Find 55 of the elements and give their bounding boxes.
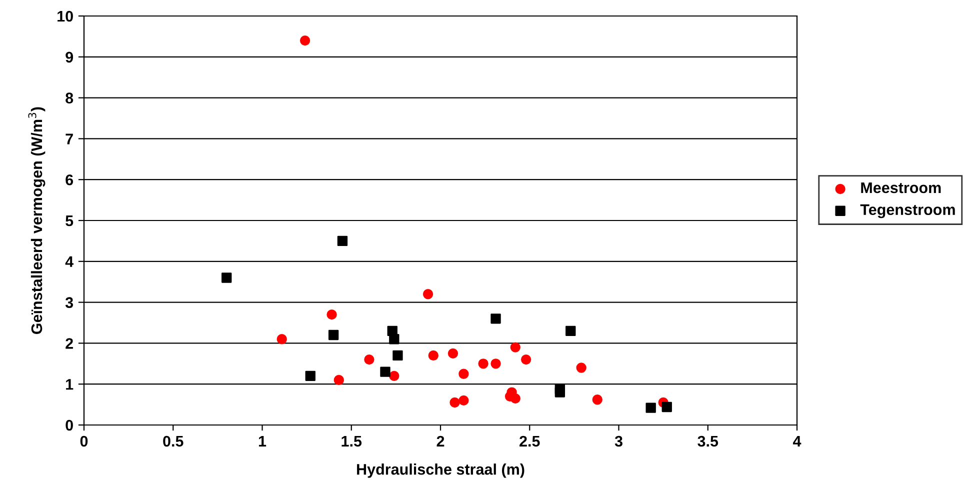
point (592, 394, 602, 405)
x-tick-label: 1 (258, 436, 266, 446)
point (380, 366, 390, 377)
x-tick-label: 0.5 (163, 436, 184, 447)
x-tick-label: 2.5 (520, 436, 540, 447)
point (276, 334, 287, 344)
legend-label: Meestroom (861, 182, 941, 194)
y-tick-label: 2 (66, 338, 73, 349)
point (448, 348, 458, 359)
point (326, 309, 337, 320)
y-tick-label: 10 (58, 10, 73, 22)
point (337, 236, 348, 246)
point (450, 397, 460, 408)
point (478, 358, 488, 369)
point (334, 374, 344, 386)
point (576, 362, 586, 373)
y-tick-label: 9 (66, 52, 74, 63)
point (458, 395, 469, 406)
y-tick-label: 1 (66, 379, 74, 390)
point (428, 350, 438, 361)
point (392, 350, 403, 361)
y-tick-label: 6 (66, 174, 74, 186)
point (520, 354, 532, 365)
y-tick-label: 8 (66, 92, 74, 104)
point (300, 35, 310, 46)
y-tick-label: 5 (66, 216, 74, 226)
x-axis-title: Hydraulische straal (m) (357, 464, 524, 478)
point (662, 402, 672, 412)
y-tick-label: 4 (65, 256, 74, 267)
point (222, 272, 232, 283)
point (389, 334, 400, 344)
x-tick-label: 1.5 (342, 436, 362, 447)
point (646, 402, 656, 413)
point (422, 289, 434, 300)
point (510, 342, 520, 352)
y-tick-label: 0 (66, 420, 73, 431)
x-tick-label: 3.5 (698, 436, 718, 447)
point (566, 326, 576, 336)
y-tick-label: 7 (66, 134, 73, 144)
point (554, 387, 566, 398)
point (490, 314, 501, 324)
x-tick-label: 4 (792, 436, 802, 446)
point (490, 358, 501, 369)
point (389, 370, 400, 382)
x-tick-label: 3 (614, 436, 622, 447)
x-tick-label: 0 (80, 436, 88, 447)
point (305, 370, 316, 382)
y-tick-label: 3 (65, 297, 74, 308)
x-tick-label: 2 (436, 436, 444, 446)
point (458, 368, 469, 379)
y-axis-title: Geïnstalleerd vermogen (W/m$^{3}$) (28, 107, 46, 334)
point (364, 354, 374, 365)
legend-label: Tegenstroom (860, 204, 955, 218)
point (510, 393, 520, 404)
point (328, 330, 339, 340)
